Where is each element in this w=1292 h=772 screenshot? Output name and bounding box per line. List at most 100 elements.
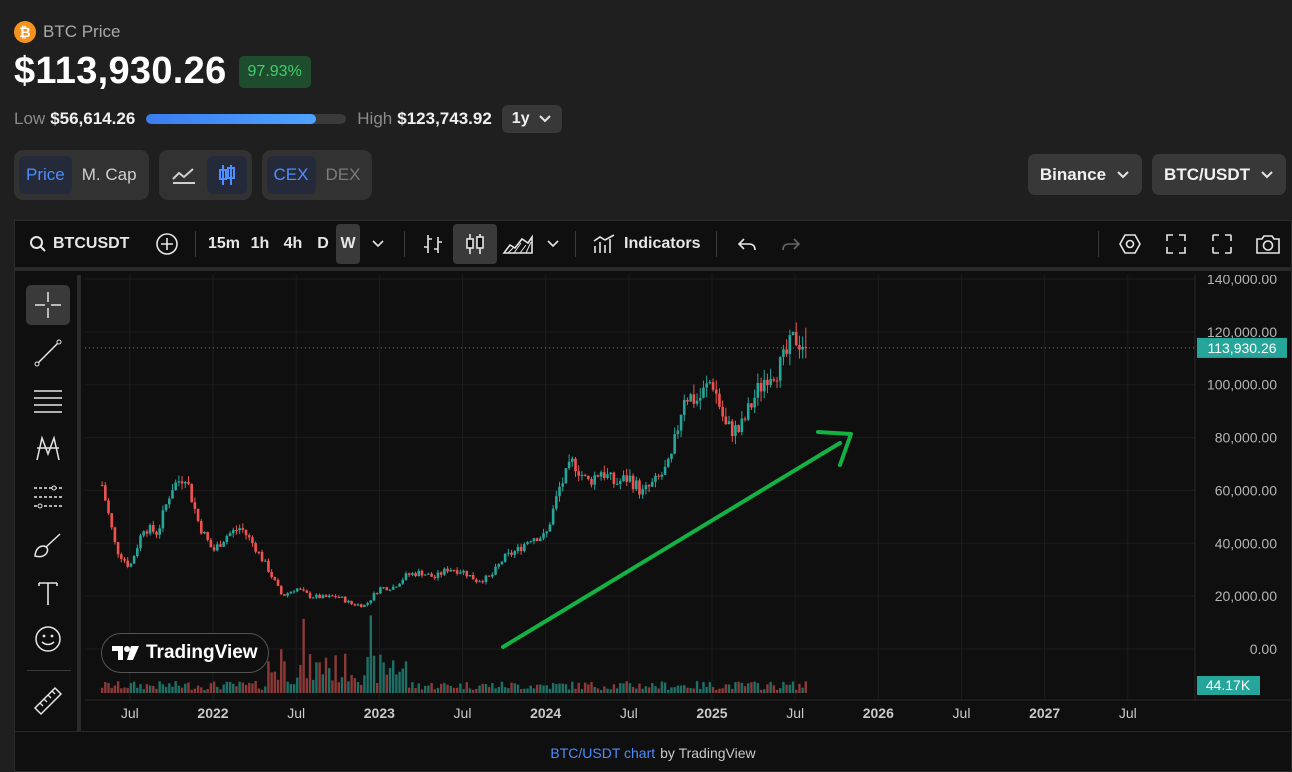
candle-body <box>615 483 619 485</box>
candle-body <box>516 546 520 552</box>
dex-tab[interactable]: DEX <box>325 165 361 184</box>
view-toggles: Price M. Cap CEX DEX <box>14 150 373 200</box>
line-chart-button[interactable] <box>164 156 204 194</box>
volume-bar <box>679 685 683 693</box>
candle-body <box>462 570 465 573</box>
volume-bar <box>423 685 427 693</box>
fib-tool[interactable] <box>26 477 70 517</box>
candle-chart-button[interactable] <box>206 156 247 194</box>
candle-body <box>622 475 625 482</box>
chart-area[interactable]: 140,000.00 120,000.00 100,000.00 80,000.00 6… <box>85 271 1291 731</box>
candle-body <box>510 552 513 555</box>
candle-body <box>682 399 686 415</box>
candle-body <box>599 472 603 477</box>
volume-bar <box>356 682 360 693</box>
search-icon <box>30 236 46 252</box>
x-tick-label: Jul <box>1119 705 1137 721</box>
chart-style-dropdown[interactable] <box>539 224 567 264</box>
last-price-tag <box>1197 337 1287 358</box>
volume-bar <box>587 684 590 693</box>
candle-body <box>183 482 187 484</box>
candle-body <box>286 593 289 596</box>
candle-body <box>350 600 353 605</box>
area-style-button[interactable] <box>497 224 539 264</box>
volume-bar <box>740 682 744 693</box>
volume-bar <box>107 682 110 693</box>
ruler-icon <box>33 686 63 716</box>
exchange-select[interactable]: Binance <box>1027 154 1143 195</box>
text-tool[interactable] <box>26 573 70 613</box>
price-tab[interactable]: Price <box>19 156 72 194</box>
volume-bar <box>187 682 190 693</box>
volume-bar <box>369 615 373 693</box>
interval-1h[interactable]: 1h <box>250 235 270 252</box>
volume-bar <box>721 688 724 693</box>
volume-bar <box>222 684 225 693</box>
interval-4h[interactable]: 4h <box>283 235 303 252</box>
volume-bar <box>184 683 187 693</box>
volume-bar <box>475 688 478 693</box>
mcap-tab[interactable]: M. Cap <box>81 165 137 184</box>
volume-bar <box>641 688 644 693</box>
volume-bar <box>411 682 414 693</box>
candles-style-button[interactable] <box>453 224 497 264</box>
candle-body <box>267 560 270 572</box>
chart-link[interactable]: BTC/USDT chart <box>550 744 656 761</box>
undo-button[interactable] <box>725 224 769 264</box>
crosshair-tool[interactable] <box>26 285 70 325</box>
expand-icon <box>1212 234 1232 254</box>
candle-body <box>155 531 158 535</box>
interval-15m[interactable]: 15m <box>207 235 241 252</box>
volume-bar <box>711 687 715 693</box>
volume-bar <box>190 689 193 693</box>
candle-body <box>254 543 257 552</box>
symbol-search[interactable]: BTCUSDT <box>15 224 147 264</box>
candle-body <box>420 570 424 576</box>
chart-toolbar: BTCUSDT 15m 1h 4h D W Indicators <box>15 221 1291 271</box>
settings-hexagon-icon <box>1119 234 1141 254</box>
candle-body <box>145 531 149 534</box>
snapshot-button[interactable] <box>1245 224 1291 264</box>
candle-body <box>593 475 597 485</box>
trend-line-tool[interactable] <box>26 333 70 373</box>
indicators-button[interactable]: Indicators <box>584 224 708 264</box>
horizontal-lines-tool[interactable] <box>26 381 70 421</box>
change-badge: 97.93% <box>238 55 311 88</box>
tradingview-logo[interactable]: TradingView <box>101 633 269 673</box>
brush-tool[interactable] <box>26 525 70 565</box>
volume-bar <box>388 667 392 693</box>
volume-bar <box>161 684 165 693</box>
volume-bar <box>795 689 798 693</box>
interval-w[interactable]: W <box>336 224 360 264</box>
candle-body <box>257 551 261 553</box>
volume-bar <box>791 681 795 693</box>
period-dropdown[interactable]: 1y <box>501 105 562 133</box>
expand-button[interactable] <box>1199 224 1245 264</box>
measure-tool[interactable] <box>26 681 70 721</box>
candle-body <box>343 596 347 603</box>
price-chart[interactable]: 140,000.00 120,000.00 100,000.00 80,000.00 6… <box>85 271 1291 731</box>
candle-body <box>443 568 446 575</box>
fullscreen-button[interactable] <box>1153 224 1199 264</box>
bars-style-button[interactable] <box>413 224 453 264</box>
volume-bar <box>264 686 267 693</box>
settings-button[interactable] <box>1107 224 1153 264</box>
volume-bar <box>692 688 696 693</box>
candle-body <box>487 575 491 577</box>
compare-button[interactable] <box>147 224 187 264</box>
redo-button[interactable] <box>769 224 813 264</box>
separator <box>716 231 718 257</box>
candle-body <box>660 474 664 477</box>
volume-bar <box>686 687 689 693</box>
pair-select[interactable]: BTC/USDT <box>1152 154 1286 195</box>
candle-body <box>762 379 766 392</box>
interval-dropdown[interactable] <box>360 224 396 264</box>
pattern-tool[interactable] <box>26 429 70 469</box>
candle-body <box>676 430 680 435</box>
candle-body <box>369 600 373 604</box>
cex-tab[interactable]: CEX <box>266 156 316 194</box>
candle-body <box>759 382 763 392</box>
candle-body <box>334 596 337 598</box>
interval-d[interactable]: D <box>317 235 329 252</box>
emoji-tool[interactable] <box>26 619 70 659</box>
